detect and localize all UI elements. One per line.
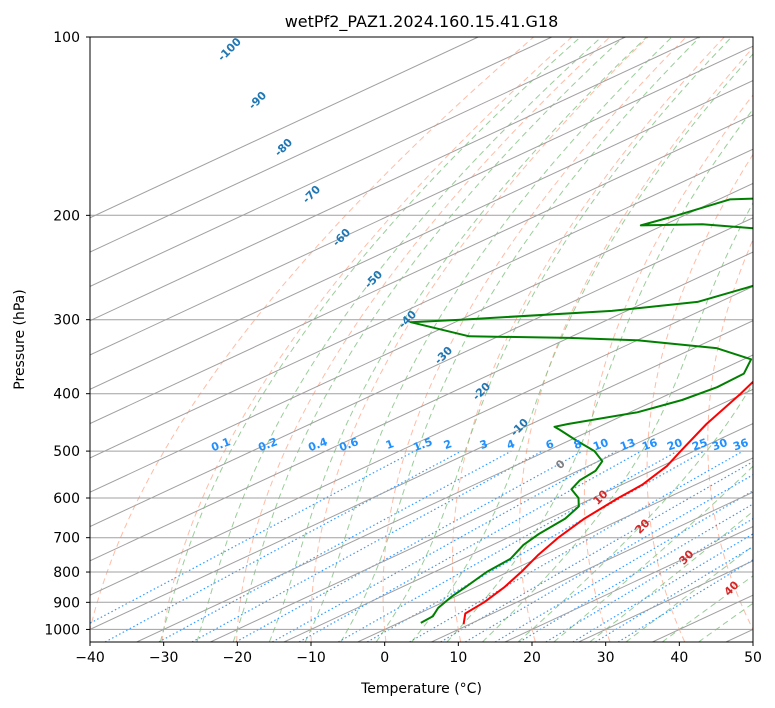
x-tick-label: −40 [75,650,105,666]
mixing-ratio-line [617,559,753,642]
mixing-ratio-label: 25 [690,436,709,453]
isotherm-line [431,491,753,642]
isotherm-line [210,388,753,642]
dry-adiabat-line [161,37,573,642]
mixing-ratio-label: 1.5 [411,435,434,454]
y-tick-label: 400 [53,387,80,403]
dry-adiabat-line [90,37,534,632]
mixing-ratio-label: 0.6 [337,435,360,454]
mixing-ratio-line [464,474,753,642]
mixing-ratio-label: 30 [710,436,729,454]
isotherm-line [90,37,553,253]
x-tick-label: −30 [149,650,179,666]
moist-adiabat-line [159,37,581,642]
mixing-ratio-label: 0.1 [209,435,232,454]
moist-adiabat-line [661,575,753,642]
plot-frame [89,36,754,643]
moist-adiabat-line [340,37,701,642]
dry-adiabat-line [707,238,753,631]
x-tick-label: 50 [744,650,762,666]
y-tick-label: 100 [53,30,80,46]
mixing-ratio-label: 13 [618,436,637,453]
isotherm-line [90,182,753,493]
isotherm-line [90,37,626,287]
mixing-ratio-line [298,450,642,642]
dry-adiabat-line [583,94,753,642]
x-tick-label: 20 [523,650,541,666]
x-axis-label: Temperature (°C) [360,681,482,697]
isotherm-line [504,525,753,642]
y-tick-label: 700 [53,531,80,547]
x-tick-label: 0 [380,650,389,666]
data-lines [409,197,753,625]
isotherm-line [357,457,753,642]
dry-adiabat-line [310,37,649,642]
isotherm-line [90,320,753,630]
mixing-ratio-line [545,517,753,642]
mixing-ratio-label: 6 [544,437,556,452]
mixing-ratio-label: 8 [572,437,584,452]
moist-adiabat-line [553,465,753,642]
chart-title: wetPf2_PAZ1.2024.160.15.41.G18 [285,12,559,32]
y-tick-label: 600 [53,491,80,507]
x-tick-label: −20 [223,650,253,666]
x-tick-label: −10 [296,650,326,666]
moist-adiabat-line [517,381,753,642]
isotherm-line [90,37,479,219]
mixing-ratio-line [235,450,584,642]
y-axis-label: Pressure (hPa) [12,289,28,389]
y-tick-label: 900 [53,595,80,611]
dry-adiabat-line [382,37,687,642]
mixing-ratio-label: 2 [442,437,454,452]
temperature-profile [462,380,753,625]
moist-adiabat-line [232,37,624,642]
mixing-ratio-label: 4 [505,437,517,452]
isotherm-line [90,37,700,322]
mixing-ratio-label: 36 [731,436,750,454]
mixing-ratio-label: 20 [665,436,684,454]
dry-adiabat-line [452,37,725,642]
moist-adiabat-line [446,108,753,642]
y-tick-label: 200 [53,208,80,224]
isotherm-line [90,79,753,390]
isotherm-line [90,148,753,459]
background-lines [90,37,753,642]
mixing-ratio-label: 0.2 [256,435,279,454]
mixing-ratio-label: 0.4 [306,435,329,454]
isotherm-line [136,354,753,642]
x-tick-label: 10 [449,650,467,666]
mixing-ratio-label: 16 [640,436,659,454]
isotherm-line [283,423,753,642]
moist-adiabat-line [411,53,753,642]
mixing-ratio-line [158,450,512,642]
mixing-ratio-line [409,450,744,642]
y-tick-label: 1000 [44,622,80,638]
y-tick-label: 300 [53,313,80,329]
dry-adiabat-line [236,37,611,642]
isotherm-line [90,45,753,356]
moist-adiabat-line [482,201,753,642]
isotherm-line [90,114,753,425]
mixing-ratio-line [518,503,753,642]
x-tick-label: 40 [670,650,688,666]
moist-adiabat-line [304,37,673,642]
mixing-ratio-line [272,450,617,642]
y-tick-label: 500 [53,444,80,460]
dry-adiabat-line [519,46,753,642]
axes: −40 −30 −20 −10 0 10 20 30 40 5010020030040050060… [44,30,762,666]
dewpoint-profile [409,197,753,624]
y-tick-label: 800 [53,565,80,581]
mixing-ratio-label: 3 [478,437,490,452]
x-tick-label: 30 [597,650,615,666]
mixing-ratio-line [595,545,753,642]
mixing-ratio-label: 1 [384,437,396,452]
isotherm-line [90,251,753,562]
mixing-ratio-line [191,450,543,642]
isotherm-line [90,217,753,528]
mixing-ratio-label: 10 [591,436,610,454]
moist-adiabat-line [375,37,732,642]
